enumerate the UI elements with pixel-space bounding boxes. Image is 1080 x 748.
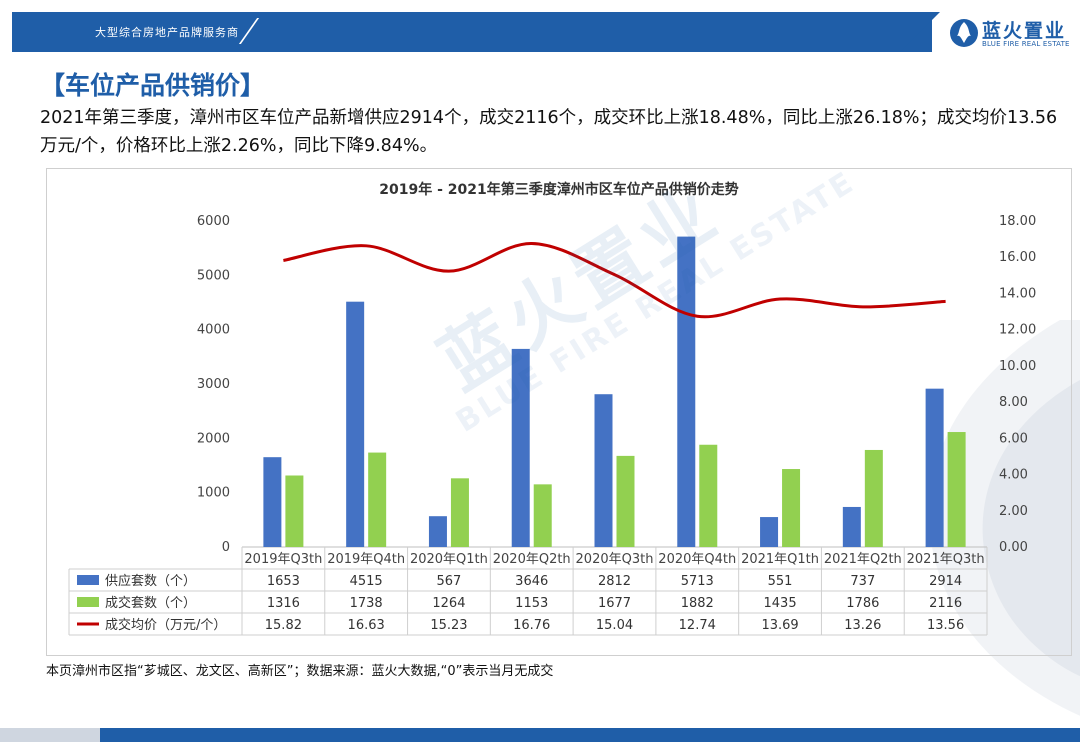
y-tick-label: 4000 [197,323,230,338]
header-tagline: 大型综合房地产品牌服务商 [95,26,239,39]
deal-bar [533,484,552,547]
footer-bar-accent [0,728,100,742]
y-tick-label: 5000 [197,268,230,283]
supply-bar [760,517,779,547]
supply-bar [842,506,861,547]
supply-bar [511,348,530,547]
flame-logo-icon [950,19,978,47]
y-tick-label: 1000 [197,486,230,501]
data-label: 3646 [515,574,548,589]
supply-bar [594,394,613,547]
y2-tick-label: 6.00 [999,431,1028,446]
chart-panel: 2019年 - 2021年第三季度漳州市区车位产品供销价走势 0 1000 2000… [46,168,1072,656]
data-label: 1435 [764,596,797,611]
y2-tick-label: 18.00 [999,214,1036,229]
y2-tick-label: 14.00 [999,286,1036,301]
price-line [283,241,946,319]
y2-tick-label: 10.00 [999,359,1036,374]
x-tick-label: 2020年Q2th [493,552,571,567]
y-tick-label: 6000 [197,214,230,229]
y-tick-label: 3000 [197,377,230,392]
y2-tick-label: 0.00 [999,540,1028,555]
data-label: 1316 [267,596,300,611]
data-label: 16.63 [348,618,385,633]
legend-key-supply [77,575,99,585]
deal-bar [947,432,966,547]
deal-bar [616,455,635,547]
y2-tick-label: 8.00 [999,395,1028,410]
y-tick-label: 2000 [197,431,230,446]
data-label: 5713 [681,574,714,589]
summary-text: 2021年第三季度，漳州市区车位产品新增供应2914个，成交2116个，成交环比… [40,108,1058,156]
x-tick-label: 2021年Q2th [824,552,902,567]
x-tick-label: 2021年Q3th [907,552,985,567]
data-label: 13.56 [927,618,964,633]
header-bar-corner [900,12,940,52]
legend-key-deal [77,597,99,607]
footer-bar [0,728,1080,742]
deal-bar [782,469,801,547]
data-label: 15.23 [430,618,467,633]
x-tick-label: 2020年Q1th [410,552,488,567]
data-label: 1786 [846,596,879,611]
x-tick-label: 2020年Q4th [658,552,736,567]
y2-tick-label: 16.00 [999,250,1036,265]
x-tick-label: 2021年Q1th [741,552,819,567]
supply-bar [677,236,696,547]
deal-bar [368,452,387,547]
page-title: 【车位产品供销价】 [40,71,266,100]
data-label: 551 [768,574,793,589]
legend-label: 供应套数（个） [105,573,196,589]
deal-bar [864,449,883,547]
data-label: 567 [437,574,462,589]
chart-canvas: 0 1000 2000 3000 4000 5000 6000 0.00 2.00 4.00 6.0… [68,214,1036,636]
data-label: 2914 [929,574,962,589]
deal-bar [450,478,469,547]
y-tick-label: 0 [222,540,230,555]
supply-bar [263,457,282,547]
y2-tick-label: 4.00 [999,468,1028,483]
deal-bar [699,444,718,547]
data-label: 15.82 [265,618,302,633]
data-label: 1264 [432,596,465,611]
y2-tick-label: 2.00 [999,504,1028,519]
data-label: 1738 [350,596,383,611]
data-label: 13.69 [761,618,798,633]
data-label: 13.26 [844,618,881,633]
supply-bar [346,301,365,547]
data-label: 1653 [267,574,300,589]
deal-bar [285,475,304,547]
x-tick-label: 2020年Q3th [576,552,654,567]
brand-logo: 蓝火置业 BLUE FIRE REAL ESTATE [948,14,1074,52]
data-label: 2812 [598,574,631,589]
data-label: 2116 [929,596,962,611]
legend-label: 成交均价（万元/个） [105,617,226,633]
x-tick-label: 2019年Q4th [327,552,405,567]
data-label: 1153 [515,596,548,611]
data-label: 1677 [598,596,631,611]
data-label: 737 [850,574,875,589]
footnote: 本页漳州市区指“芗城区、龙文区、高新区”；数据来源：蓝火大数据,“0”表示当月无… [46,664,554,679]
chart-title: 2019年 - 2021年第三季度漳州市区车位产品供销价走势 [379,182,739,198]
data-label: 4515 [350,574,383,589]
data-label: 1882 [681,596,714,611]
supply-bar [925,388,944,547]
supply-bar [428,516,447,547]
y2-tick-label: 12.00 [999,323,1036,338]
data-label: 12.74 [679,618,716,633]
data-label: 16.76 [513,618,550,633]
header-bar [12,12,932,52]
brand-name-cn: 蓝火置业 [982,20,1067,42]
legend-label: 成交套数（个） [105,595,196,611]
x-tick-label: 2019年Q3th [244,552,322,567]
brand-name-en: BLUE FIRE REAL ESTATE [982,40,1070,48]
data-label: 15.04 [596,618,633,633]
